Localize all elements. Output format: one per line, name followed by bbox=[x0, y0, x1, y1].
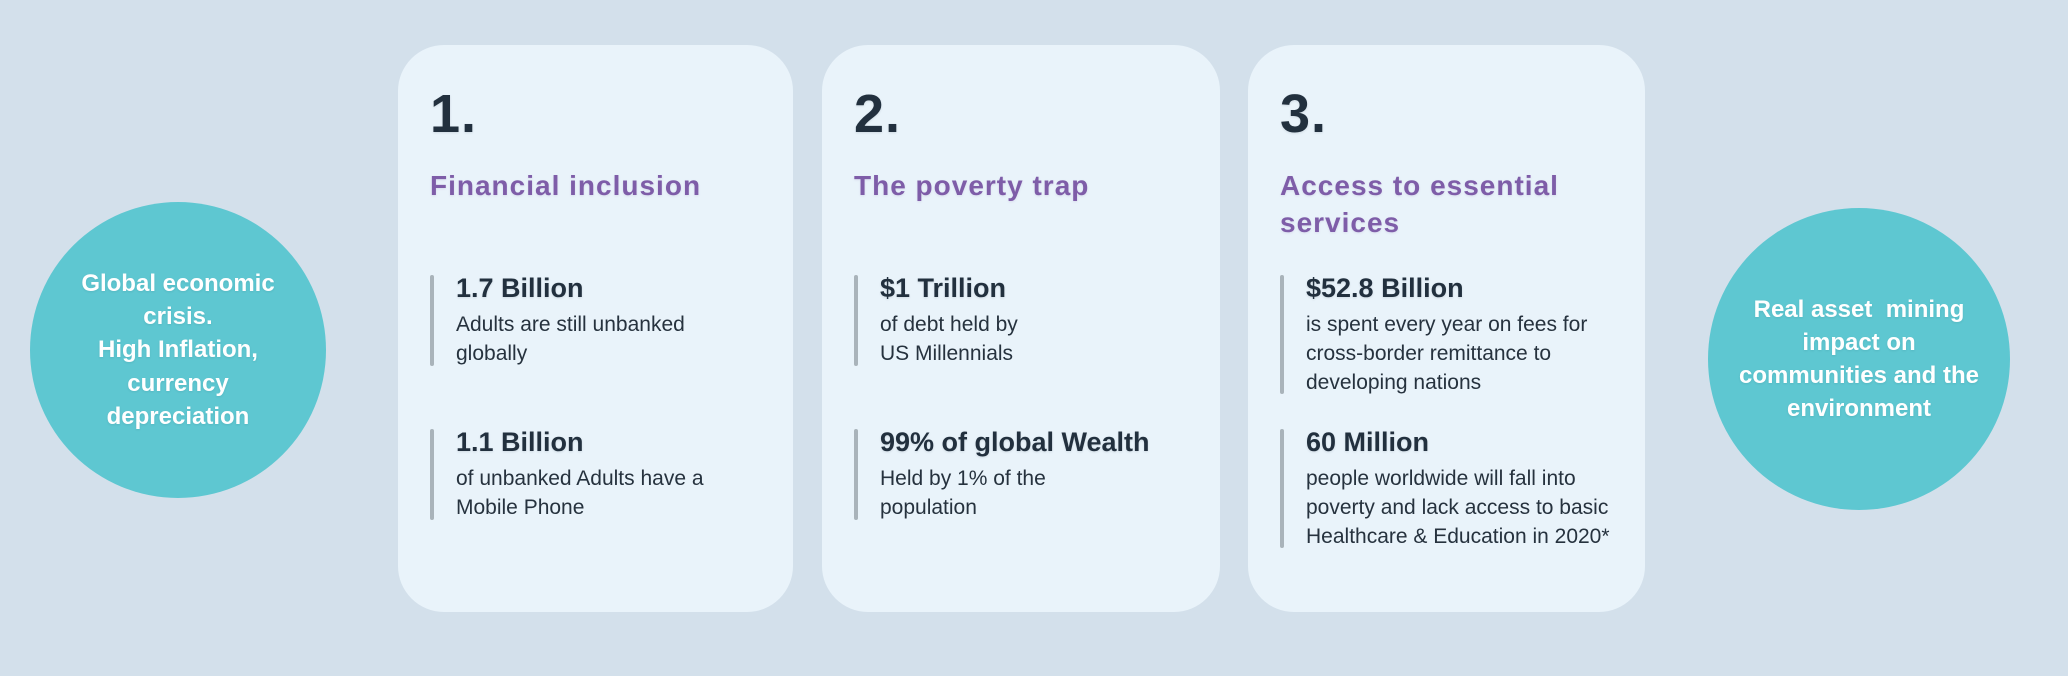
stat-value: 60 Million bbox=[1306, 427, 1430, 457]
stat-divider bbox=[854, 275, 858, 366]
card-number: 1. bbox=[430, 84, 478, 144]
stat-divider bbox=[430, 429, 434, 520]
stat-value: $1 Trillion bbox=[880, 273, 1007, 303]
stat-item: 1.7 Billion Adults are still unbanked gl… bbox=[430, 273, 767, 369]
stat-divider bbox=[854, 429, 858, 520]
stat-description: Adults are still unbanked globally bbox=[456, 313, 685, 365]
stat-item: $52.8 Billion is spent every year on fee… bbox=[1280, 273, 1619, 397]
card-title: Access to essential services bbox=[1280, 170, 1559, 238]
card-poverty-trap: 2. The poverty trap $1 Trillion of debt … bbox=[822, 45, 1220, 612]
stat-item: 60 Million people worldwide will fall in… bbox=[1280, 427, 1619, 551]
stat-value: $52.8 Billion bbox=[1306, 273, 1464, 303]
card-access-essential-services: 3. Access to essential services $52.8 Bi… bbox=[1248, 45, 1645, 612]
stat-description: of debt held by US Millennials bbox=[880, 313, 1018, 365]
stat-item: 99% of global Wealth Held by 1% of the p… bbox=[854, 427, 1194, 523]
card-number: 2. bbox=[854, 84, 902, 144]
stat-divider bbox=[1280, 429, 1284, 549]
stat-description: Held by 1% of the population bbox=[880, 467, 1046, 519]
stat-divider bbox=[1280, 275, 1284, 395]
card-financial-inclusion: 1. Financial inclusion 1.7 Billion Adult… bbox=[398, 45, 793, 612]
global-crisis-circle-text: Global economic crisis. High Inflation, … bbox=[81, 270, 275, 430]
global-crisis-circle: Global economic crisis. High Inflation, … bbox=[30, 202, 326, 498]
stat-divider bbox=[430, 275, 434, 366]
stat-description: is spent every year on fees for cross-bo… bbox=[1306, 313, 1588, 394]
stat-item: 1.1 Billion of unbanked Adults have a Mo… bbox=[430, 427, 767, 523]
stat-item: $1 Trillion of debt held by US Millennia… bbox=[854, 273, 1194, 369]
stat-description: of unbanked Adults have a Mobile Phone bbox=[456, 467, 704, 519]
stat-value: 99% of global Wealth bbox=[880, 427, 1150, 457]
stat-value: 1.1 Billion bbox=[456, 427, 584, 457]
card-number: 3. bbox=[1280, 84, 1328, 144]
mining-impact-circle-text: Real asset mining impact on communities … bbox=[1738, 295, 1980, 423]
card-title: Financial inclusion bbox=[430, 170, 702, 201]
stat-value: 1.7 Billion bbox=[456, 273, 584, 303]
mining-impact-circle: Real asset mining impact on communities … bbox=[1708, 208, 2010, 510]
stat-description: people worldwide will fall into poverty … bbox=[1306, 467, 1610, 548]
card-title: The poverty trap bbox=[854, 170, 1090, 201]
